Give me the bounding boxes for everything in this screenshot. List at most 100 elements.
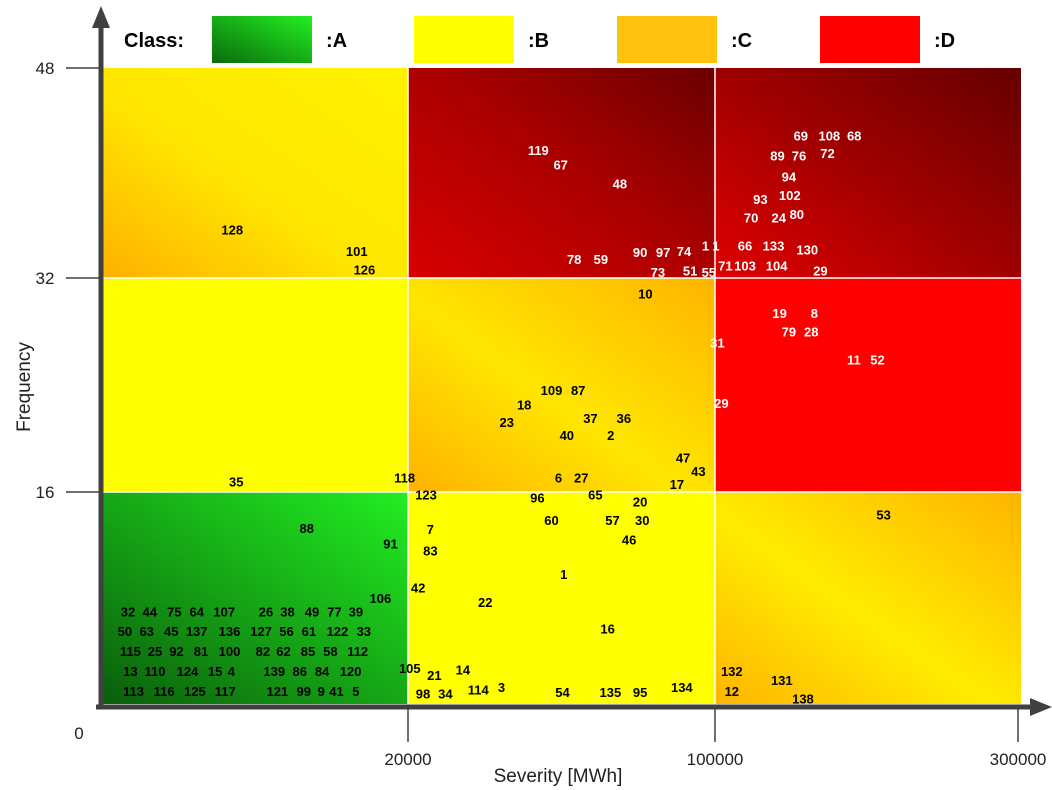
point-label-124: 124	[177, 664, 199, 679]
point-label-53: 53	[876, 508, 890, 523]
point-label-39: 39	[349, 604, 363, 619]
point-label-19: 19	[772, 306, 786, 321]
point-label-55: 55	[702, 265, 716, 280]
point-label-17: 17	[670, 477, 684, 492]
point-label-139: 139	[263, 664, 285, 679]
x-axis-title: Severity [MWh]	[494, 766, 623, 787]
point-label-27: 27	[574, 470, 588, 485]
point-label-35: 35	[229, 474, 243, 489]
point-label-54: 54	[555, 685, 570, 700]
point-label-135: 135	[600, 685, 622, 700]
origin-label: 0	[74, 724, 83, 743]
point-label-88: 88	[300, 521, 314, 536]
point-label-75: 75	[167, 604, 181, 619]
x-tick-label: 100000	[687, 750, 744, 769]
point-label-104: 104	[766, 258, 788, 273]
point-label-29: 29	[714, 396, 728, 411]
point-label-47: 47	[676, 451, 690, 466]
point-label-133: 133	[763, 239, 785, 254]
point-label-57: 57	[605, 513, 619, 528]
y-axis-title: Frequency	[14, 342, 35, 432]
point-label-8: 8	[811, 306, 818, 321]
point-label-79: 79	[782, 325, 796, 340]
point-label-122: 122	[327, 624, 349, 639]
point-label-14: 14	[456, 663, 471, 678]
point-label-42: 42	[411, 580, 425, 595]
point-label-126: 126	[354, 262, 376, 277]
point-label-21: 21	[427, 668, 441, 683]
point-label-125: 125	[184, 684, 206, 699]
y-tick-label: 48	[36, 59, 55, 78]
point-label-70: 70	[744, 211, 758, 226]
point-label-82: 82	[256, 644, 270, 659]
legend-swatch-a	[212, 16, 312, 63]
y-tick-label: 16	[36, 483, 55, 502]
point-label-44: 44	[143, 604, 158, 619]
point-label-65: 65	[588, 488, 602, 503]
point-label-102: 102	[779, 188, 801, 203]
point-label-132: 132	[721, 664, 743, 679]
point-label-116: 116	[154, 684, 175, 699]
point-label-12: 12	[725, 684, 739, 699]
point-label-63: 63	[139, 624, 153, 639]
point-label-48: 48	[613, 176, 627, 191]
point-label-110: 110	[144, 664, 165, 679]
zone-middle-low-class-b	[101, 278, 408, 492]
point-label-74: 74	[677, 244, 692, 259]
point-label-31: 31	[710, 335, 724, 350]
point-label-3: 3	[498, 680, 505, 695]
point-label-112: 112	[347, 644, 368, 659]
zone-bottom-mid-class-b	[408, 492, 715, 704]
point-label-46: 46	[622, 533, 636, 548]
point-label-86: 86	[292, 664, 306, 679]
point-label-50: 50	[118, 624, 132, 639]
point-label-30: 30	[635, 513, 649, 528]
point-label-22: 22	[478, 595, 492, 610]
point-label-91: 91	[383, 537, 397, 552]
point-label-77: 77	[327, 604, 341, 619]
point-label-99: 99	[296, 684, 310, 699]
point-label-34: 34	[438, 686, 453, 701]
point-label-73: 73	[651, 265, 665, 280]
point-label-93: 93	[753, 192, 767, 207]
point-label-49: 49	[305, 604, 319, 619]
point-label-37: 37	[583, 411, 597, 426]
point-label-40: 40	[560, 428, 574, 443]
point-label-38: 38	[280, 604, 294, 619]
point-label-11: 11	[847, 353, 861, 368]
point-label-20: 20	[633, 494, 647, 509]
point-label-15: 15	[208, 664, 222, 679]
point-label-36: 36	[617, 411, 631, 426]
zone-bottom-high-class-c	[715, 492, 1021, 704]
point-label-18: 18	[517, 398, 531, 413]
point-label-67: 67	[553, 158, 567, 173]
point-label-71: 71	[718, 258, 732, 273]
point-label-84: 84	[315, 664, 330, 679]
point-label-60: 60	[544, 513, 558, 528]
point-label-80: 80	[790, 207, 804, 222]
point-label-62: 62	[276, 644, 290, 659]
zone-middle-high-class-d	[715, 278, 1021, 492]
point-label-16: 16	[600, 621, 614, 636]
point-label-121: 121	[266, 684, 288, 699]
point-label-5: 5	[352, 684, 359, 699]
point-label-119: 119	[528, 143, 549, 158]
point-label-26: 26	[259, 604, 273, 619]
legend-swatch-d	[820, 16, 920, 63]
point-label-85: 85	[301, 644, 315, 659]
point-label-130: 130	[796, 243, 818, 258]
point-label-41: 41	[329, 684, 343, 699]
point-label-72: 72	[820, 146, 834, 161]
point-label-33: 33	[357, 624, 371, 639]
point-label-98: 98	[416, 686, 430, 701]
point-label-23: 23	[499, 415, 513, 430]
point-label-1: 1	[712, 239, 719, 254]
point-label-81: 81	[194, 644, 208, 659]
point-label-94: 94	[782, 170, 797, 185]
point-label-137: 137	[186, 624, 208, 639]
point-label-108: 108	[818, 129, 840, 144]
point-label-113: 113	[123, 684, 144, 699]
legend-label-d: :D	[934, 30, 955, 52]
point-label-128: 128	[221, 223, 243, 238]
